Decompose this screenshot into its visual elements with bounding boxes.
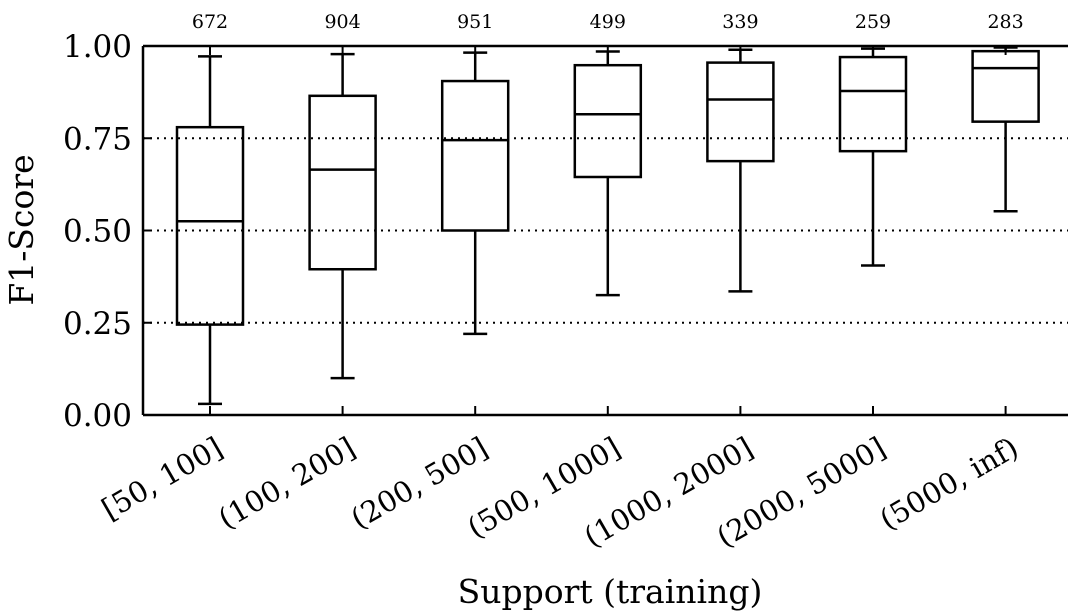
- x-axis-label: Support (training): [458, 572, 763, 611]
- y-tick-label: 0.75: [63, 121, 132, 157]
- x-tick-label: (5000, inf): [874, 430, 1024, 536]
- box-iqr: [440, 79, 510, 232]
- y-tick-label: 1.00: [63, 29, 132, 65]
- y-tick-label: 0.00: [63, 398, 132, 434]
- y-axis-label: F1-Score: [2, 154, 41, 305]
- sample-count-label: 499: [590, 11, 626, 33]
- x-tick-label: [50, 100]: [96, 430, 228, 526]
- y-tick-label: 0.25: [63, 306, 132, 342]
- sample-count-label: 339: [722, 11, 758, 33]
- sample-count-label: 259: [855, 11, 891, 33]
- box-iqr: [706, 61, 775, 163]
- sample-count-label: 951: [457, 11, 493, 33]
- box-group: [308, 52, 377, 380]
- box-group: [706, 48, 775, 293]
- sample-count-label: 904: [324, 11, 360, 33]
- box-series: [175, 46, 1040, 406]
- x-tick-label: (100, 200]: [212, 430, 360, 535]
- box-iqr: [838, 55, 908, 153]
- box-iqr: [971, 49, 1040, 123]
- box-group: [971, 46, 1040, 213]
- box-iqr: [175, 125, 245, 326]
- box-iqr: [308, 94, 377, 271]
- y-tick-label: 0.50: [63, 214, 132, 250]
- grid-lines: [143, 137, 1068, 324]
- sample-count-label: 283: [987, 11, 1023, 33]
- chart-labels: 0.00 0.25 0.50 0.75 1.00 672 904 951 499 339 259 28…: [63, 11, 1024, 554]
- box-group: [573, 50, 643, 297]
- box-iqr: [573, 63, 643, 179]
- box-group: [175, 55, 245, 406]
- axes: [141, 44, 1068, 417]
- sample-count-label: 672: [192, 11, 228, 33]
- box-group: [838, 47, 908, 267]
- box-group: [440, 51, 510, 336]
